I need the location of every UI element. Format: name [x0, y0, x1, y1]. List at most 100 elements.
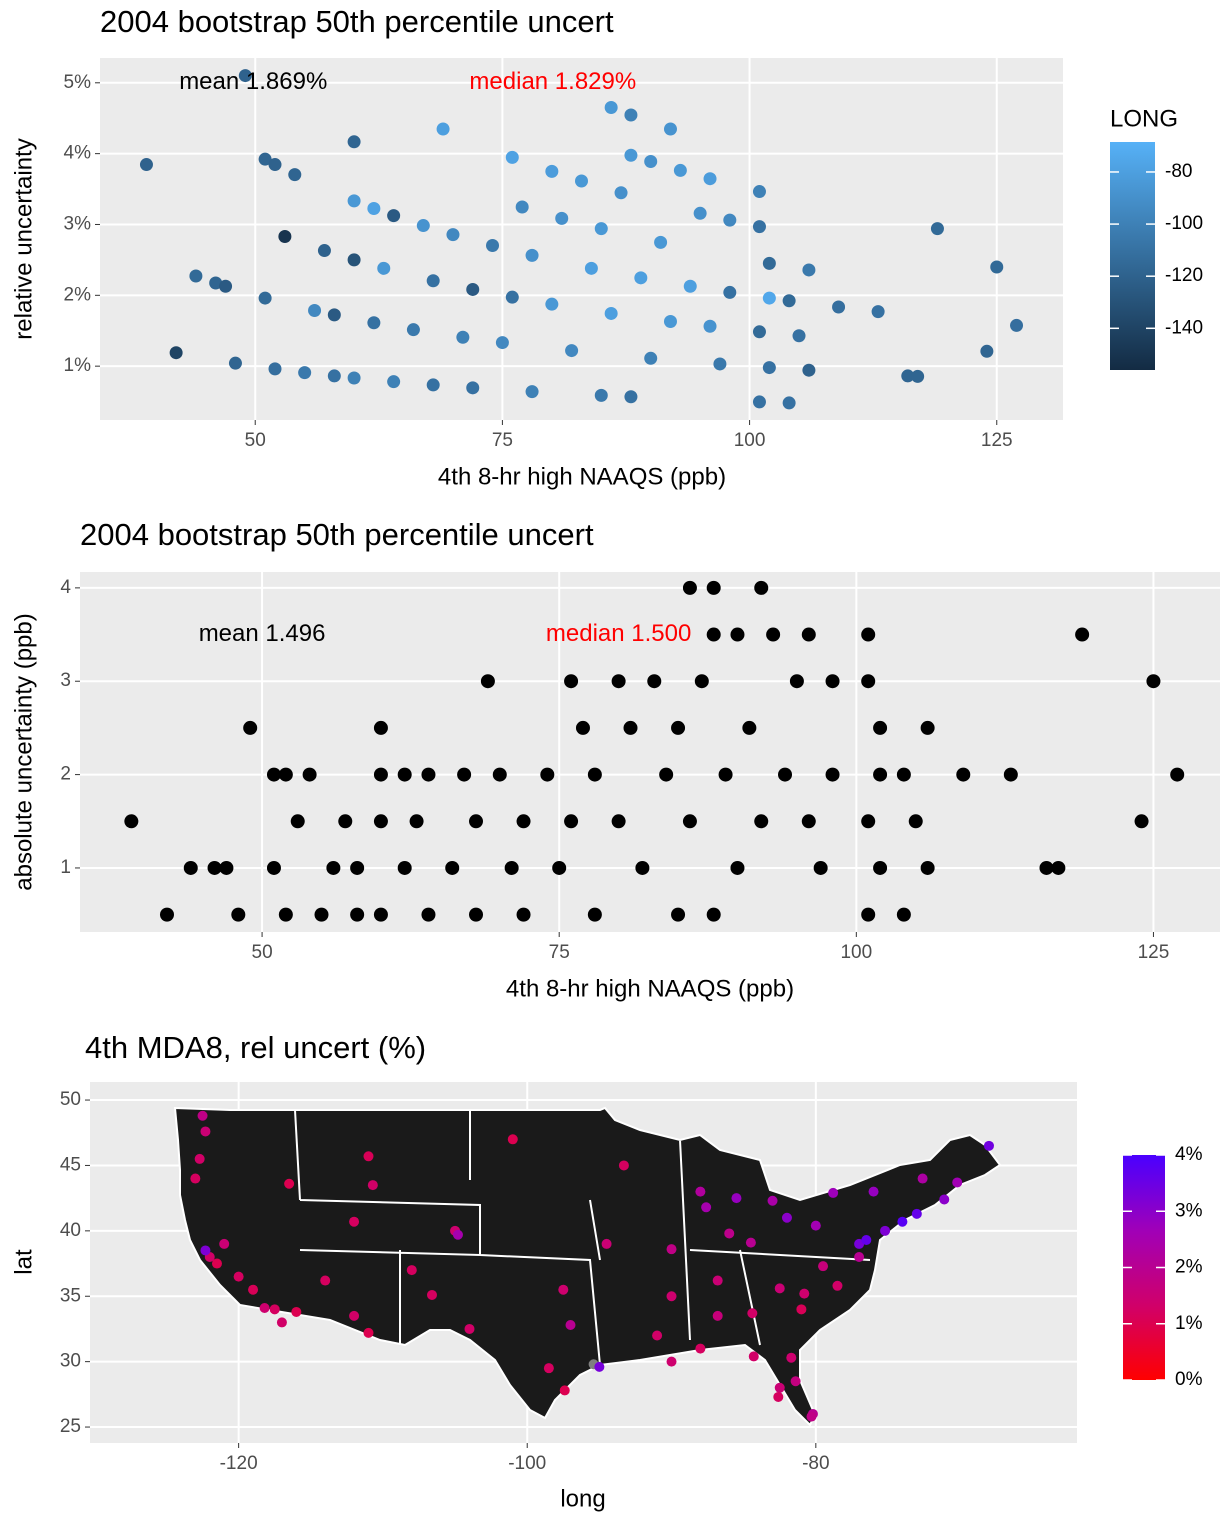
point — [611, 674, 626, 689]
point — [350, 907, 365, 922]
point — [983, 1140, 994, 1151]
point — [813, 860, 828, 875]
point — [723, 213, 737, 227]
point — [207, 860, 222, 875]
point — [754, 814, 769, 829]
point — [752, 220, 766, 234]
point — [466, 381, 480, 395]
point — [466, 282, 480, 296]
point — [587, 767, 602, 782]
point — [525, 385, 539, 399]
point — [397, 860, 412, 875]
point — [194, 1153, 205, 1164]
point — [421, 767, 436, 782]
x-axis-title: 4th 8-hr high NAAQS (ppb) — [438, 463, 726, 490]
legend-label: -140 — [1165, 317, 1203, 338]
y-tick-label: 3 — [60, 670, 71, 691]
point — [200, 1245, 211, 1256]
point — [219, 279, 233, 293]
x-tick-label: 100 — [734, 430, 766, 451]
point — [545, 164, 559, 178]
legend-label: -120 — [1165, 265, 1203, 286]
point — [363, 1151, 374, 1162]
point — [762, 256, 776, 270]
y-tick-label: 2% — [64, 284, 92, 305]
point — [703, 172, 717, 186]
point — [1003, 767, 1018, 782]
point — [601, 1238, 612, 1249]
point — [745, 1237, 756, 1248]
point — [618, 1160, 629, 1171]
point — [792, 329, 806, 343]
point — [634, 271, 648, 285]
point — [908, 814, 923, 829]
x-tick-label: -100 — [508, 1453, 546, 1474]
point — [871, 305, 885, 319]
point — [409, 814, 424, 829]
point — [268, 362, 282, 376]
point — [565, 344, 579, 358]
point — [861, 907, 876, 922]
point — [276, 1317, 287, 1328]
legend-label: 1% — [1175, 1313, 1203, 1334]
point — [712, 1310, 723, 1321]
point — [635, 860, 650, 875]
point — [387, 375, 401, 389]
point — [873, 767, 888, 782]
point — [373, 907, 388, 922]
point — [504, 860, 519, 875]
legend-label: 3% — [1175, 1200, 1203, 1221]
point — [682, 580, 697, 595]
point — [825, 767, 840, 782]
point — [469, 814, 484, 829]
point — [644, 351, 658, 365]
point — [1051, 860, 1066, 875]
x-tick-label: 125 — [1138, 942, 1170, 963]
point — [266, 767, 281, 782]
point — [426, 274, 440, 288]
y-tick-label: 3% — [64, 213, 92, 234]
point — [228, 356, 242, 370]
point — [183, 860, 198, 875]
point — [1039, 860, 1054, 875]
point — [377, 261, 391, 275]
point — [594, 222, 608, 236]
chart-title: 4th MDA8, rel uncert (%) — [85, 1030, 426, 1065]
point — [288, 168, 302, 182]
point — [464, 1323, 475, 1334]
y-tick-label: 5% — [64, 72, 92, 93]
y-tick-label: 35 — [60, 1285, 81, 1306]
point — [654, 235, 668, 249]
point — [219, 1238, 230, 1249]
point — [901, 369, 915, 383]
point — [564, 814, 579, 829]
point — [426, 378, 440, 392]
point — [516, 814, 531, 829]
point — [486, 239, 500, 253]
point — [298, 366, 312, 380]
x-tick-label: -80 — [802, 1453, 829, 1474]
point — [799, 1288, 810, 1299]
point — [773, 1391, 784, 1402]
point — [515, 200, 529, 214]
point — [584, 261, 598, 275]
point — [683, 279, 697, 293]
point — [724, 1228, 735, 1239]
point — [748, 1351, 759, 1362]
point — [980, 344, 994, 358]
point — [243, 720, 258, 735]
point — [373, 814, 388, 829]
point — [1146, 674, 1161, 689]
point — [197, 1110, 208, 1121]
point — [347, 135, 361, 149]
x-tick-label: -120 — [220, 1453, 258, 1474]
x-tick-label: 75 — [549, 942, 570, 963]
point — [671, 720, 686, 735]
point — [209, 276, 223, 290]
point — [920, 720, 935, 735]
point — [920, 860, 935, 875]
y-tick-label: 1 — [60, 857, 71, 878]
point — [730, 860, 745, 875]
point — [713, 357, 727, 371]
point — [1134, 814, 1149, 829]
